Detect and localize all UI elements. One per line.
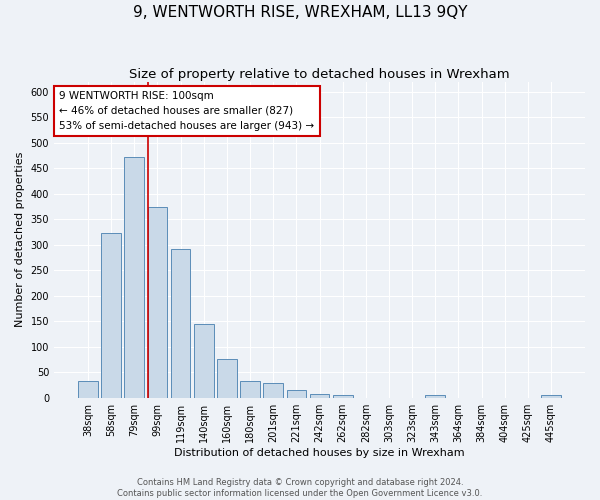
Bar [124, 157, 144, 398]
Text: Contains HM Land Registry data © Crown copyright and database right 2024.
Contai: Contains HM Land Registry data © Crown c… [118, 478, 482, 498]
Bar [310, 394, 329, 398]
Bar [333, 395, 353, 398]
Bar [287, 390, 306, 398]
X-axis label: Distribution of detached houses by size in Wrexham: Distribution of detached houses by size … [174, 448, 465, 458]
Bar [148, 206, 167, 398]
Text: 9 WENTWORTH RISE: 100sqm
← 46% of detached houses are smaller (827)
53% of semi-: 9 WENTWORTH RISE: 100sqm ← 46% of detach… [59, 91, 314, 130]
Text: 9, WENTWORTH RISE, WREXHAM, LL13 9QY: 9, WENTWORTH RISE, WREXHAM, LL13 9QY [133, 5, 467, 20]
Bar [217, 360, 237, 398]
Bar [194, 324, 214, 398]
Y-axis label: Number of detached properties: Number of detached properties [15, 152, 25, 328]
Bar [541, 395, 561, 398]
Bar [78, 382, 98, 398]
Bar [240, 381, 260, 398]
Bar [101, 233, 121, 398]
Bar [425, 395, 445, 398]
Bar [263, 383, 283, 398]
Bar [171, 249, 190, 398]
Title: Size of property relative to detached houses in Wrexham: Size of property relative to detached ho… [129, 68, 510, 80]
